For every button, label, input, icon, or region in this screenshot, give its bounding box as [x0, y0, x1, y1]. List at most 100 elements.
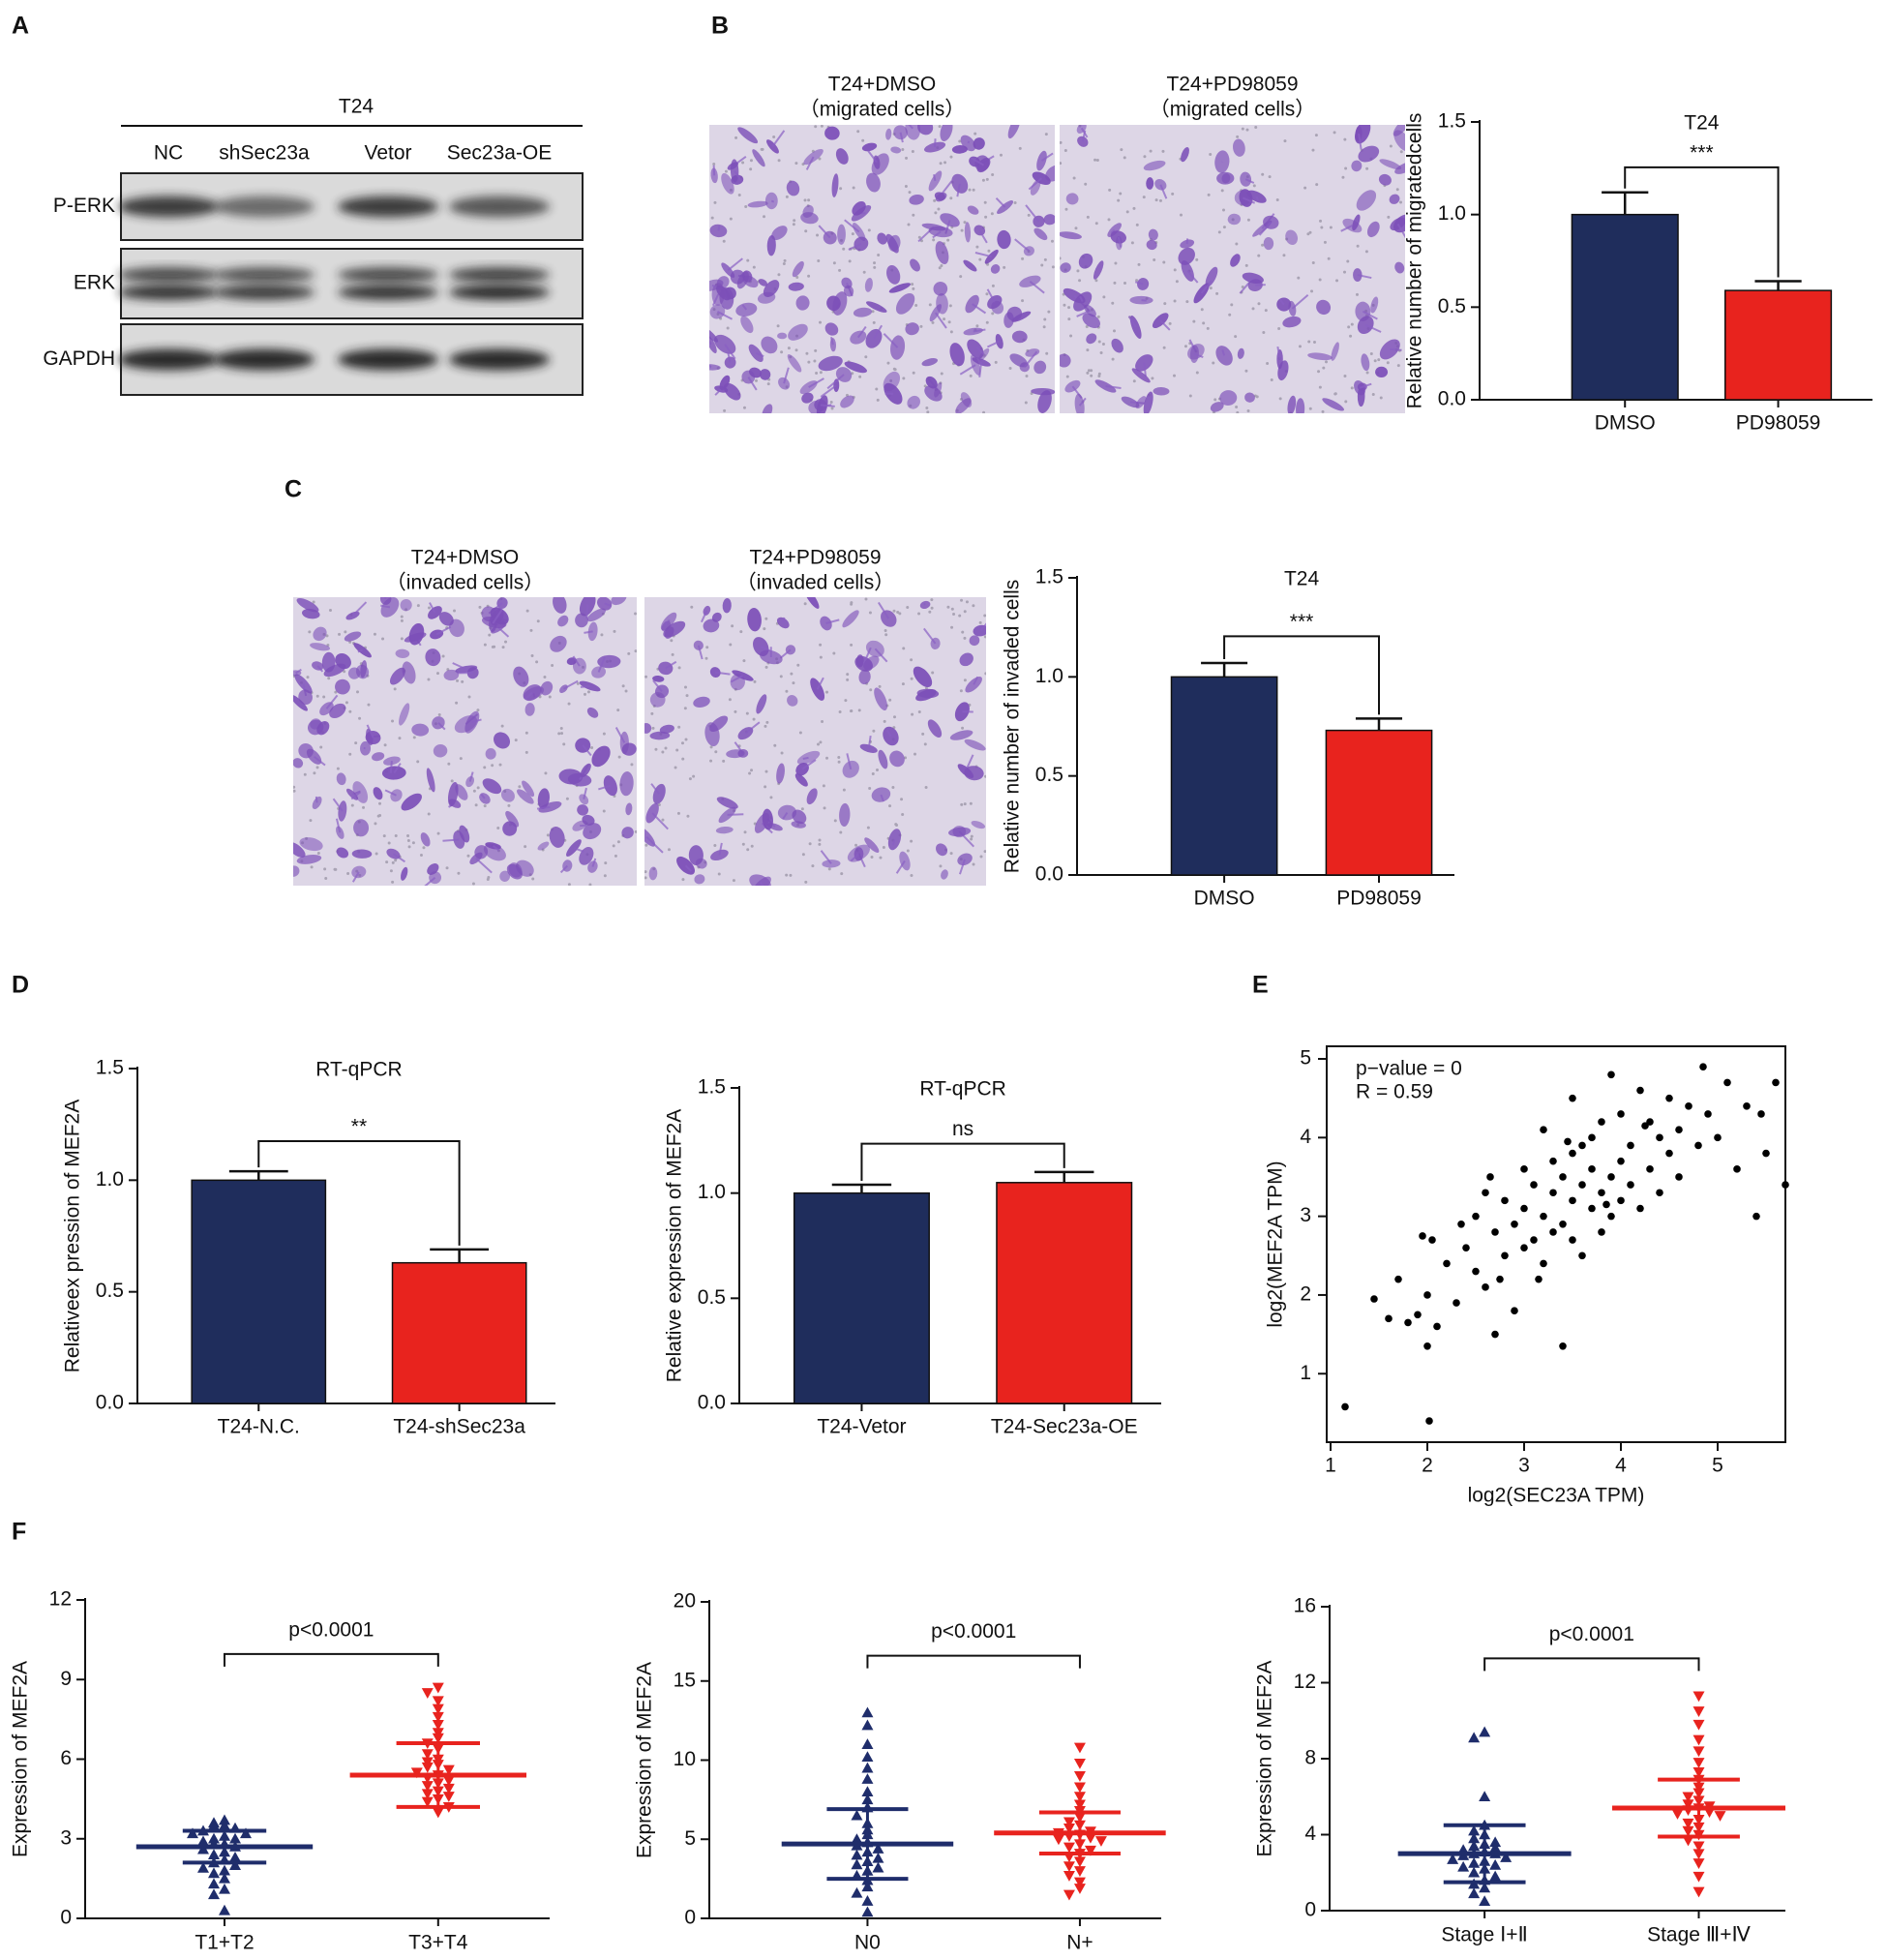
- pore: [1317, 370, 1321, 374]
- pore: [373, 632, 376, 636]
- cell: [513, 666, 529, 687]
- cell: [299, 837, 323, 852]
- pore: [864, 597, 868, 601]
- pore: [776, 324, 780, 328]
- cell: [438, 612, 454, 626]
- cell-process: [801, 759, 817, 770]
- cell: [710, 849, 729, 860]
- cell-process: [923, 602, 926, 606]
- cell: [465, 775, 475, 788]
- pore: [896, 611, 900, 615]
- cell-process: [816, 677, 824, 690]
- pore: [914, 304, 918, 308]
- cell: [1353, 268, 1363, 283]
- band: [214, 348, 314, 371]
- cell: [313, 626, 327, 642]
- point: [1419, 1232, 1426, 1240]
- pore: [777, 159, 781, 163]
- pore: [913, 752, 916, 756]
- pore: [398, 737, 402, 740]
- dot: [851, 1833, 863, 1845]
- dot: [197, 1861, 209, 1873]
- micrograph-title: T24+PD98059: [1166, 74, 1298, 96]
- cell: [293, 694, 308, 711]
- band: [118, 348, 219, 371]
- cell: [715, 826, 734, 834]
- pore: [1119, 192, 1123, 196]
- pore: [937, 207, 941, 211]
- pore: [680, 741, 684, 745]
- pore: [1130, 241, 1134, 245]
- cell-process: [979, 622, 986, 632]
- pore: [529, 628, 533, 632]
- pore: [1097, 372, 1101, 376]
- pore: [930, 598, 934, 602]
- cell: [335, 652, 351, 670]
- pore: [1244, 263, 1248, 267]
- pore: [1171, 192, 1175, 196]
- pore: [821, 719, 824, 723]
- pore: [310, 865, 314, 869]
- pore: [868, 611, 872, 615]
- pore: [1222, 208, 1226, 212]
- cell: [395, 648, 410, 658]
- band: [449, 267, 550, 283]
- y-tick-label: 0: [684, 1907, 696, 1929]
- x-tick-label: 4: [1615, 1455, 1627, 1477]
- pore: [782, 261, 786, 265]
- pore: [931, 671, 935, 675]
- cell: [411, 723, 430, 737]
- pore: [811, 864, 815, 868]
- pore: [616, 709, 620, 712]
- point: [1699, 1063, 1707, 1070]
- dot: [432, 1720, 444, 1731]
- cell-process: [760, 646, 770, 652]
- cell: [557, 615, 569, 627]
- cell-process: [715, 671, 731, 676]
- pore: [734, 136, 738, 139]
- pore: [612, 844, 615, 848]
- point: [1743, 1101, 1751, 1110]
- pore: [483, 766, 487, 769]
- pore: [1350, 386, 1354, 390]
- pore: [912, 213, 915, 217]
- point: [1540, 1126, 1547, 1133]
- cell-process: [313, 755, 326, 767]
- point: [1423, 1342, 1431, 1350]
- panel-label: E: [1252, 972, 1269, 999]
- cell: [644, 723, 652, 734]
- cell: [726, 749, 745, 759]
- pore: [1060, 162, 1063, 166]
- cell-process: [934, 138, 937, 148]
- cell: [826, 295, 841, 312]
- cell: [1111, 338, 1123, 353]
- dot: [432, 1728, 444, 1739]
- pore: [842, 247, 846, 251]
- pore: [963, 221, 967, 225]
- pore: [968, 188, 972, 192]
- pore: [400, 637, 404, 641]
- dot: [861, 1719, 874, 1731]
- pore: [1102, 295, 1106, 299]
- significance: ns: [952, 1118, 973, 1140]
- pore: [525, 609, 529, 613]
- cell: [293, 865, 300, 877]
- cell-process: [908, 125, 914, 130]
- pore: [898, 612, 902, 616]
- cell: [1060, 353, 1071, 368]
- pore: [972, 188, 975, 192]
- cell-process: [895, 859, 906, 874]
- cell: [824, 126, 840, 140]
- pore: [1246, 218, 1250, 222]
- pore: [1257, 254, 1261, 257]
- x-tick-label: T24-N.C.: [218, 1416, 300, 1438]
- point: [1578, 1251, 1586, 1260]
- pore: [803, 602, 807, 606]
- pore: [1183, 345, 1187, 348]
- pore: [1262, 330, 1266, 334]
- cell: [1084, 304, 1096, 317]
- pore: [1344, 166, 1348, 170]
- point: [1559, 1220, 1567, 1228]
- cell: [976, 158, 991, 173]
- pore: [975, 324, 979, 328]
